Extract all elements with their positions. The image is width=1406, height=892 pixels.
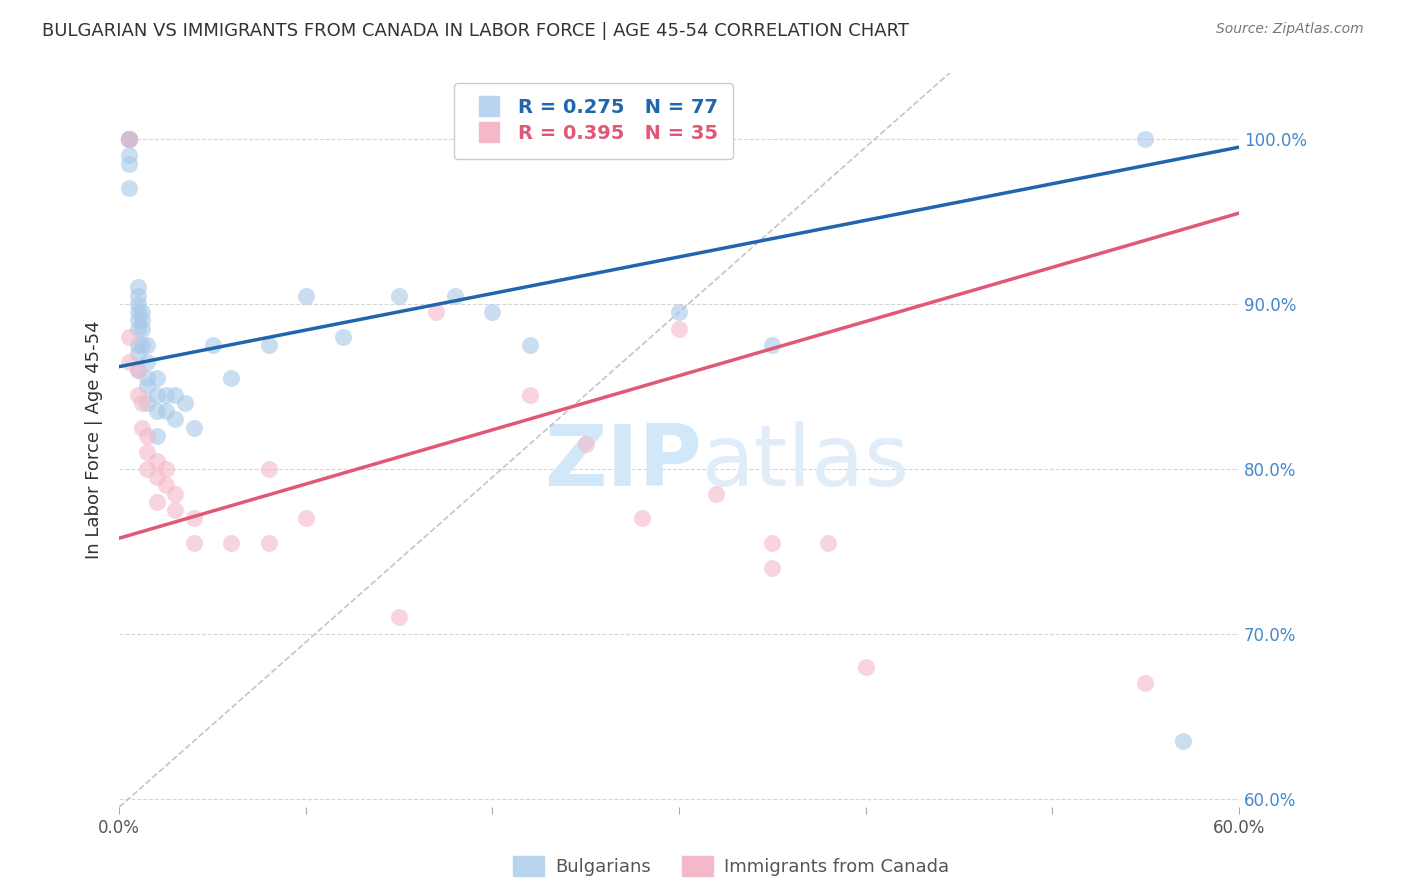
Point <box>630 511 652 525</box>
Point <box>131 420 153 434</box>
Point <box>136 354 159 368</box>
Point <box>704 486 727 500</box>
Point <box>155 387 177 401</box>
Point <box>668 305 690 319</box>
Point <box>127 313 149 327</box>
Point <box>668 321 690 335</box>
Point <box>183 511 205 525</box>
Point <box>131 305 153 319</box>
Point <box>127 363 149 377</box>
Point <box>219 536 242 550</box>
Point <box>136 396 159 410</box>
Point <box>388 288 411 302</box>
Point <box>855 660 877 674</box>
Text: BULGARIAN VS IMMIGRANTS FROM CANADA IN LABOR FORCE | AGE 45-54 CORRELATION CHART: BULGARIAN VS IMMIGRANTS FROM CANADA IN L… <box>42 22 910 40</box>
Text: ZIP: ZIP <box>544 420 702 504</box>
Point <box>136 338 159 352</box>
Point <box>145 387 167 401</box>
Point <box>575 437 598 451</box>
Point <box>127 387 149 401</box>
Point <box>165 503 187 517</box>
Point <box>155 478 177 492</box>
Point <box>1135 676 1157 690</box>
Point <box>257 338 280 352</box>
Point <box>117 132 139 146</box>
Point <box>145 495 167 509</box>
Point <box>127 288 149 302</box>
Point <box>257 462 280 476</box>
Point <box>117 132 139 146</box>
Point <box>131 321 153 335</box>
Point <box>165 387 187 401</box>
Point <box>295 288 318 302</box>
Point <box>219 371 242 385</box>
Point <box>444 288 467 302</box>
Point <box>165 412 187 426</box>
Point <box>127 321 149 335</box>
Point <box>145 429 167 443</box>
Point <box>183 420 205 434</box>
Point <box>145 470 167 484</box>
Point <box>127 305 149 319</box>
Text: Bulgarians: Bulgarians <box>555 858 651 876</box>
Point <box>136 462 159 476</box>
Point <box>145 404 167 418</box>
Point <box>145 371 167 385</box>
Point <box>519 387 541 401</box>
Point <box>131 396 153 410</box>
Point <box>127 297 149 311</box>
Text: Source: ZipAtlas.com: Source: ZipAtlas.com <box>1216 22 1364 37</box>
Point <box>173 396 195 410</box>
Point <box>117 132 139 146</box>
Point <box>136 379 159 393</box>
Point <box>257 536 280 550</box>
Text: atlas: atlas <box>702 420 910 504</box>
Point <box>1171 734 1194 748</box>
Point <box>761 561 783 575</box>
Point <box>117 132 139 146</box>
Point <box>388 610 411 624</box>
Point <box>183 536 205 550</box>
Point <box>761 536 783 550</box>
Point <box>155 462 177 476</box>
Point <box>136 371 159 385</box>
Point <box>201 338 224 352</box>
Point <box>117 148 139 162</box>
Point <box>136 445 159 459</box>
Point <box>127 346 149 360</box>
Point <box>145 453 167 467</box>
Point <box>155 404 177 418</box>
Point <box>117 132 139 146</box>
Point <box>131 313 153 327</box>
Point <box>117 157 139 171</box>
Point <box>332 330 354 344</box>
Point <box>817 536 839 550</box>
Point <box>117 354 139 368</box>
Point <box>117 330 139 344</box>
Point <box>136 429 159 443</box>
Point <box>425 305 447 319</box>
Point <box>295 511 318 525</box>
Point <box>519 338 541 352</box>
Point <box>117 132 139 146</box>
Point <box>761 338 783 352</box>
Text: Immigrants from Canada: Immigrants from Canada <box>724 858 949 876</box>
Point <box>127 363 149 377</box>
Point <box>127 338 149 352</box>
Point <box>127 280 149 294</box>
Point <box>131 338 153 352</box>
Legend: R = 0.275   N = 77, R = 0.395   N = 35: R = 0.275 N = 77, R = 0.395 N = 35 <box>454 83 734 159</box>
Point <box>1135 132 1157 146</box>
Point <box>165 486 187 500</box>
Y-axis label: In Labor Force | Age 45-54: In Labor Force | Age 45-54 <box>86 321 103 559</box>
Point <box>117 181 139 195</box>
Point <box>481 305 503 319</box>
